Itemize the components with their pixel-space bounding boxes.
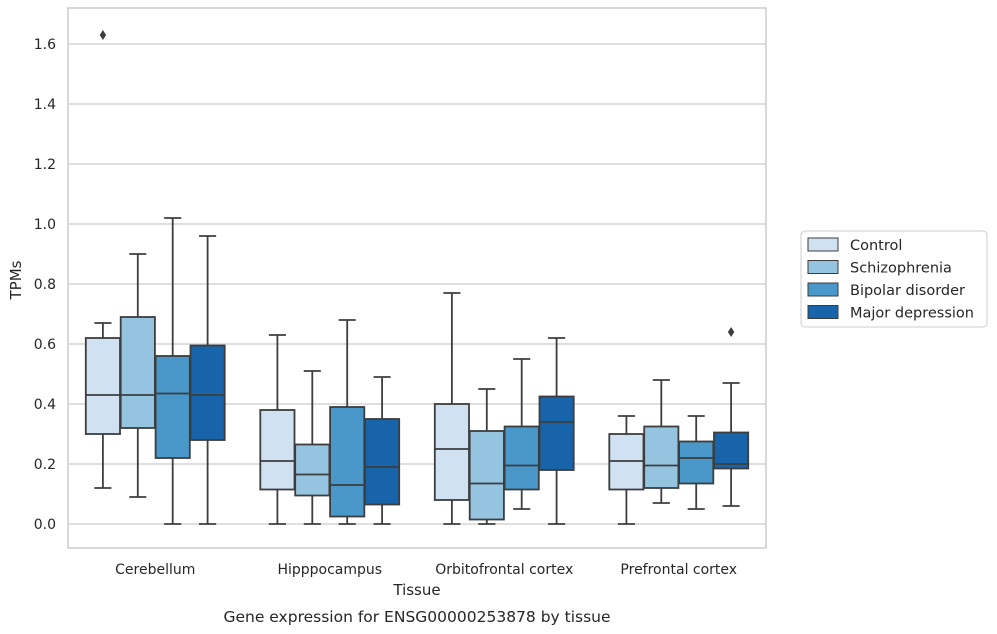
x-tick-labels: Cerebellum Hipppocampus Orbitofrontal cort… [115, 562, 737, 578]
y-tick-label: 1.0 [34, 217, 56, 233]
box-bipolar-disorder [329, 319, 366, 525]
y-tick-label: 0.8 [34, 277, 56, 293]
legend-swatch [807, 260, 839, 274]
box-bipolar-disorder [154, 217, 191, 525]
boxes [84, 30, 750, 525]
legend-swatch [807, 237, 839, 252]
box-bipolar-disorder [678, 415, 715, 510]
legend-swatch [807, 282, 839, 297]
legend-label: Bipolar disorder [850, 283, 965, 299]
box-body [329, 406, 366, 518]
box-body [294, 443, 331, 497]
legend: Control Schizophrenia Bipolar disorder Majo… [800, 230, 988, 328]
box-body [154, 355, 191, 459]
x-tick-label: Prefrontal cortex [620, 562, 737, 578]
x-tick-label: Cerebellum [115, 562, 195, 578]
legend-frame [800, 230, 988, 328]
legend-items: Control Schizophrenia Bipolar disorder Majo… [807, 237, 974, 322]
legend-swatch [807, 305, 839, 319]
box-schizophrenia [294, 370, 331, 525]
y-axis-label: TPMs [7, 260, 25, 300]
legend-label: Major depression [850, 306, 974, 322]
box-body [189, 344, 226, 441]
x-axis-label: Tissue [392, 581, 440, 599]
box-major-depression [364, 376, 401, 525]
y-tick-label: 0.0 [34, 517, 56, 533]
box-body [538, 395, 575, 471]
box-schizophrenia [468, 388, 505, 525]
box-body [364, 418, 401, 506]
chart-caption: Gene expression for ENSG00000253878 by t… [223, 608, 610, 626]
box-bipolar-disorder [503, 358, 540, 510]
box-body [259, 409, 296, 491]
outlier-point [727, 327, 735, 337]
legend-label: Schizophrenia [850, 261, 952, 277]
box-body [433, 403, 470, 501]
y-tick-label: 0.6 [34, 337, 56, 353]
box-major-depression [713, 327, 750, 507]
y-tick-labels: 0.0 0.2 0.4 0.6 0.8 1.0 1.2 1.4 1.6 [34, 37, 56, 533]
box-major-depression [538, 337, 575, 525]
box-body [503, 425, 540, 491]
box-control [608, 415, 645, 525]
y-tick-label: 0.4 [34, 397, 56, 413]
y-tick-label: 0.2 [34, 457, 56, 473]
box-schizophrenia [119, 253, 156, 498]
box-body [468, 430, 505, 521]
y-tick-label: 1.6 [34, 37, 56, 53]
box-body [678, 440, 715, 485]
box-body [713, 431, 750, 470]
box-control [433, 292, 470, 525]
x-tick-label: Hipppocampus [277, 562, 382, 578]
box-major-depression [189, 235, 226, 525]
legend-label: Control [850, 238, 902, 254]
box-schizophrenia [643, 379, 680, 504]
box-body [84, 337, 121, 435]
plot-frame [67, 7, 767, 549]
outlier-point [99, 30, 107, 40]
box-body [643, 425, 680, 489]
y-tick-label: 1.4 [34, 97, 56, 113]
y-tick-label: 1.2 [34, 157, 56, 173]
box-control [259, 334, 296, 525]
box-control [84, 30, 121, 489]
box-body [119, 316, 156, 429]
x-tick-label: Orbitofrontal cortex [435, 562, 573, 578]
